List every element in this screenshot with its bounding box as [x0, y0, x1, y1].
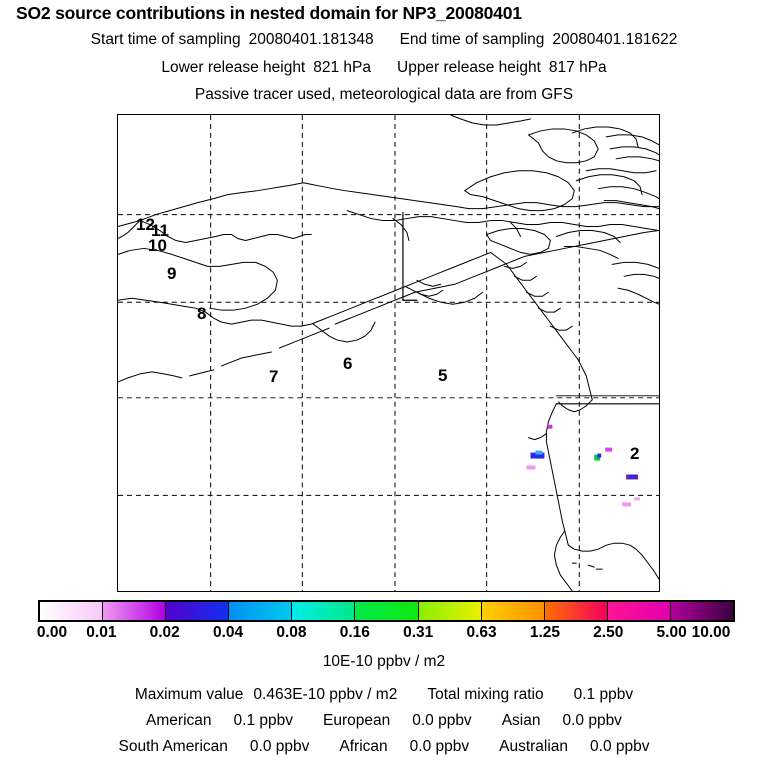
end-time-value: 20080401.181622: [552, 31, 678, 48]
colorbar-tick-10.00: 10.00: [691, 624, 731, 641]
colorbar-segment-0: [40, 602, 104, 620]
colorbar-segment-9: [607, 602, 671, 620]
colorbar: [38, 600, 735, 622]
colorbar-segment-8: [544, 602, 608, 620]
plume-cell: [634, 497, 641, 501]
region-name-american: American: [146, 712, 212, 729]
sampling-time-row: Start time of sampling 20080401.181348 End…: [0, 31, 768, 49]
trajectory-label-8: 8: [197, 304, 207, 323]
plume-cell: [622, 502, 632, 507]
total-mixing-ratio-label: Total mixing ratio: [427, 686, 544, 703]
region-value-african: 0.0 ppbv: [409, 738, 470, 755]
total-mixing-ratio-value: 0.1 ppbv: [573, 686, 634, 703]
summary-row-regions-1: American 0.1 ppbv European 0.0 ppbv Asian 0.0…: [0, 712, 768, 730]
trajectory-label-7: 7: [269, 367, 279, 386]
plume-cell: [547, 424, 553, 429]
colorbar-segment-7: [481, 602, 545, 620]
region-name-african: African: [339, 738, 388, 755]
trajectory-label-6: 6: [343, 354, 353, 373]
colorbar-tick-0.08: 0.08: [276, 624, 307, 641]
max-value-label: Maximum value: [134, 686, 244, 703]
summary-row-max: Maximum value 0.463E-10 ppbv / m2 Total mi…: [0, 686, 768, 704]
lower-release-value: 821 hPa: [313, 59, 371, 76]
page-title: SO2 source contributions in nested domai…: [16, 3, 522, 23]
map-canvas: [118, 115, 659, 591]
plume-cell: [594, 454, 601, 461]
colorbar-tick-0.31: 0.31: [403, 624, 434, 641]
colorbar-segment-3: [229, 602, 293, 620]
plume-data-group: [526, 424, 641, 507]
colorbar-tick-1.25: 1.25: [529, 624, 560, 641]
region-value-european: 0.0 ppbv: [412, 712, 472, 729]
start-time-value: 20080401.181348: [248, 31, 374, 48]
start-time-label: Start time of sampling: [90, 31, 241, 48]
trajectory-label-10: 10: [148, 236, 167, 255]
tracer-note: Passive tracer used, meteorological data…: [194, 86, 574, 103]
plume-cell: [530, 452, 545, 459]
colorbar-segment-5: [355, 602, 419, 620]
colorbar-segment-1: [103, 602, 167, 620]
gridline-group: [118, 115, 659, 591]
colorbar-segment-6: [418, 602, 482, 620]
trajectory-label-5: 5: [438, 366, 448, 385]
colorbar-segment-10: [670, 602, 734, 620]
colorbar-segment-2: [166, 602, 230, 620]
colorbar-tick-0.00: 0.00: [36, 624, 68, 641]
trajectory-label-11: 11: [151, 221, 169, 240]
plume-cell: [605, 447, 613, 452]
summary-row-regions-2: South American 0.0 ppbv African 0.0 ppbv Aus…: [0, 738, 768, 756]
coastline-group: [118, 115, 659, 591]
trajectory-label-9: 9: [167, 264, 177, 283]
upper-release-label: Upper release height: [397, 59, 541, 76]
colorbar-tick-2.50: 2.50: [593, 624, 624, 641]
colorbar-tick-0.01: 0.01: [86, 624, 117, 641]
colorbar-tick-0.16: 0.16: [339, 624, 370, 641]
max-value-value: 0.463E-10 ppbv / m2: [253, 686, 398, 703]
colorbar-tick-5.00: 5.00: [656, 624, 687, 641]
colorbar-unit-label: 10E-10 ppbv / m2: [322, 653, 446, 670]
colorbar-segment-4: [292, 602, 356, 620]
upper-release-value: 817 hPa: [548, 59, 607, 76]
region-name-australian: Australian: [499, 738, 569, 755]
plume-cell: [526, 465, 536, 470]
trajectory-label-12: 12: [136, 215, 155, 234]
region-name-asian: Asian: [501, 712, 541, 729]
colorbar-tick-0.02: 0.02: [149, 624, 180, 641]
region-value-south-american: 0.0 ppbv: [249, 738, 310, 755]
region-value-australian: 0.0 ppbv: [590, 738, 650, 755]
lower-release-label: Lower release height: [161, 59, 306, 76]
plume-cell: [629, 474, 637, 479]
trajectory-label-2: 2: [630, 444, 640, 463]
region-name-european: European: [322, 712, 391, 729]
plume-cell: [597, 453, 602, 458]
map-plot-area: 12 11 10 9 8 7 6 5 2: [117, 114, 660, 592]
release-height-row: Lower release height 821 hPa Upper release…: [0, 59, 768, 77]
region-value-american: 0.1 ppbv: [233, 712, 293, 729]
plume-cell: [535, 450, 543, 455]
region-name-south-american: South American: [118, 738, 228, 755]
colorbar-tick-0.63: 0.63: [466, 624, 497, 641]
end-time-label: End time of sampling: [399, 31, 545, 48]
colorbar-tick-labels: 0.00 0.01 0.02 0.04 0.08 0.16 0.31 0.63 1.25 2.50…: [0, 624, 768, 644]
region-value-asian: 0.0 ppbv: [562, 712, 622, 729]
colorbar-tick-0.04: 0.04: [212, 624, 244, 641]
